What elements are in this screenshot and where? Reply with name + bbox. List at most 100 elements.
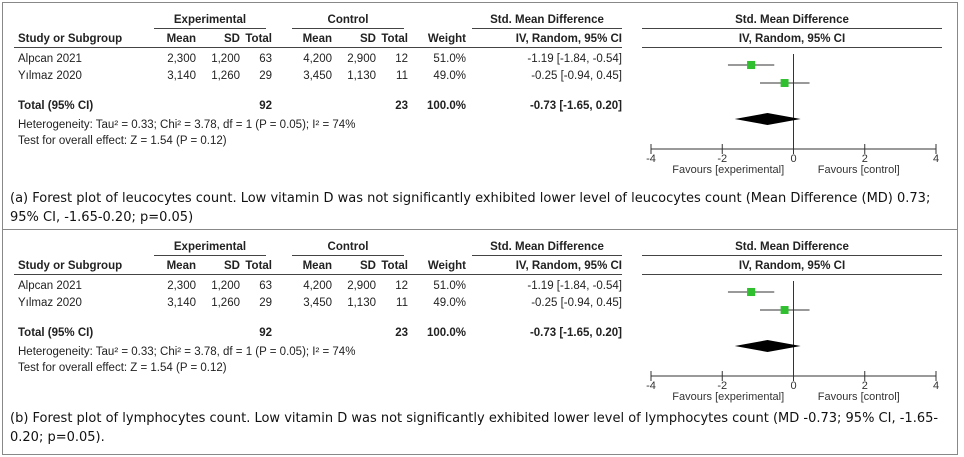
column-header-exp-sd: SD — [224, 33, 240, 45]
header-rule — [642, 274, 942, 275]
study-point-marker — [747, 60, 756, 70]
column-header-ctl-mean: Mean — [302, 260, 332, 272]
total-ctl: 23 — [395, 100, 408, 112]
column-header-method-plot: IV, Random, 95% CI — [738, 260, 846, 272]
divider — [642, 255, 942, 256]
exp-mean: 3,140 — [167, 297, 196, 309]
header-effect-plot: Std. Mean Difference — [735, 14, 849, 26]
total-label: Total (95% CI) — [18, 100, 94, 112]
column-header-exp-mean: Mean — [166, 260, 196, 272]
study-weight: 51.0% — [433, 280, 466, 292]
total-weight: 100.0% — [426, 327, 466, 339]
column-header-method: IV, Random, 95% CI — [515, 33, 622, 45]
x-tick-label: -2 — [717, 380, 727, 392]
total-weight: 100.0% — [426, 100, 466, 112]
exp-sd: 1,200 — [211, 280, 240, 292]
header-control: Control — [327, 14, 369, 26]
total-ci: -0.73 [-1.65, 0.20] — [529, 327, 622, 339]
favours-control-label: Favours [control] — [818, 391, 900, 403]
column-header-exp-mean: Mean — [166, 33, 196, 45]
total-label: Total (95% CI) — [18, 327, 94, 339]
overall-effect-text: Test for overall effect: Z = 1.54 (P = 0… — [18, 362, 227, 374]
column-header-weight: Weight — [427, 33, 466, 45]
column-header-study: Study or Subgroup — [18, 260, 123, 272]
exp-sd: 1,260 — [211, 70, 240, 82]
pooled-diamond — [734, 340, 801, 352]
ctl-sd: 1,130 — [347, 297, 376, 309]
column-header-exp-total: Total — [245, 33, 272, 45]
forest-plot-panel-b: Experimental Control Std. Mean Difference S… — [2, 229, 960, 455]
ctl-mean: 3,450 — [303, 70, 332, 82]
total-ci: -0.73 [-1.65, 0.20] — [529, 100, 622, 112]
divider — [154, 255, 266, 256]
study-point-marker — [780, 306, 789, 314]
column-header-ctl-total: Total — [381, 33, 408, 45]
study-point-marker — [780, 79, 789, 87]
x-tick-label: -4 — [646, 380, 656, 392]
column-header-ctl-total: Total — [381, 260, 408, 272]
ctl-mean: 4,200 — [303, 280, 332, 292]
divider — [292, 28, 404, 29]
favours-control-label: Favours [control] — [818, 164, 900, 176]
figure-caption: (a) Forest plot of leucocytes count. Low… — [10, 191, 931, 225]
study-name: Yılmaz 2020 — [18, 70, 82, 82]
ctl-mean: 4,200 — [303, 53, 332, 65]
figure-caption: (b) Forest plot of lymphocytes count. Lo… — [10, 411, 939, 445]
study-weight: 49.0% — [433, 70, 466, 82]
ctl-total: 11 — [396, 70, 408, 82]
exp-total: 63 — [259, 53, 272, 65]
study-name: Alpcan 2021 — [18, 280, 82, 292]
exp-mean: 2,300 — [167, 280, 196, 292]
study-name: Yılmaz 2020 — [18, 297, 82, 309]
divider — [292, 255, 404, 256]
x-tick-label: -2 — [717, 153, 727, 165]
exp-sd: 1,200 — [211, 53, 240, 65]
column-header-exp-sd: SD — [224, 260, 240, 272]
divider — [154, 28, 266, 29]
header-experimental: Experimental — [173, 241, 247, 253]
header-control: Control — [327, 241, 369, 253]
header-effect-plot: Std. Mean Difference — [735, 241, 849, 253]
header-effect-table: Std. Mean Difference — [490, 14, 604, 26]
total-ctl: 23 — [395, 327, 408, 339]
column-header-study: Study or Subgroup — [18, 33, 123, 45]
x-tick-label: 4 — [933, 153, 939, 165]
forest-plot-panel-a: Experimental Control Std. Mean Difference S… — [2, 2, 960, 245]
pooled-diamond — [734, 113, 801, 125]
header-rule — [642, 47, 942, 48]
study-ci: -0.25 [-0.94, 0.45] — [531, 70, 622, 82]
header-effect-table: Std. Mean Difference — [490, 241, 604, 253]
exp-mean: 3,140 — [167, 70, 196, 82]
header-rule — [14, 47, 622, 48]
favours-experimental-label: Favours [experimental] — [672, 164, 784, 176]
x-tick-label: 4 — [933, 380, 939, 392]
study-name: Alpcan 2021 — [18, 53, 82, 65]
divider — [472, 28, 622, 29]
ctl-sd: 2,900 — [347, 280, 376, 292]
divider — [642, 28, 942, 29]
column-header-exp-total: Total — [245, 260, 272, 272]
x-tick-label: -4 — [646, 153, 656, 165]
study-ci: -0.25 [-0.94, 0.45] — [531, 297, 622, 309]
column-header-ctl-mean: Mean — [302, 33, 332, 45]
overall-effect-text: Test for overall effect: Z = 1.54 (P = 0… — [18, 135, 227, 147]
x-tick-label: 0 — [790, 380, 796, 392]
heterogeneity-text: Heterogeneity: Tau² = 0.33; Chi² = 3.78,… — [18, 119, 356, 131]
forest-plot: -4 -2 0 2 4 Favours [experimental] Favours [co… — [646, 54, 939, 176]
study-ci: -1.19 [-1.84, -0.54] — [527, 280, 622, 292]
column-header-ctl-sd: SD — [360, 33, 376, 45]
study-ci: -1.19 [-1.84, -0.54] — [527, 53, 622, 65]
ctl-total: 12 — [395, 53, 408, 65]
column-header-method-plot: IV, Random, 95% CI — [738, 33, 846, 45]
total-exp: 92 — [259, 327, 272, 339]
study-weight: 49.0% — [433, 297, 466, 309]
exp-mean: 2,300 — [167, 53, 196, 65]
ctl-total: 11 — [396, 297, 408, 309]
divider — [472, 255, 622, 256]
study-weight: 51.0% — [433, 53, 466, 65]
x-tick-label: 0 — [790, 153, 796, 165]
x-tick-label: 2 — [862, 380, 868, 392]
column-header-method: IV, Random, 95% CI — [515, 260, 622, 272]
exp-total: 29 — [259, 70, 272, 82]
ctl-sd: 1,130 — [347, 70, 376, 82]
